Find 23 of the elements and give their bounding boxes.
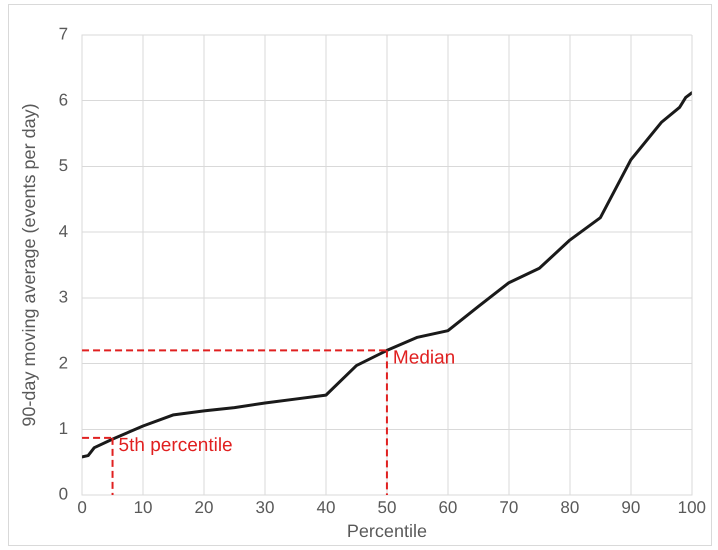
x-tick-label: 80 bbox=[560, 498, 580, 517]
x-tick-label: 30 bbox=[256, 498, 274, 517]
x-axis-title: Percentile bbox=[346, 521, 427, 542]
annotation: 5th percentile bbox=[118, 435, 233, 456]
y-tick-label: 1 bbox=[58, 418, 68, 438]
y-tick-label: 4 bbox=[58, 222, 68, 241]
x-tick-label: 70 bbox=[499, 498, 518, 517]
y-axis-title: 90-day moving average (events per day) bbox=[18, 103, 39, 427]
x-tick-label: 0 bbox=[77, 498, 87, 517]
y-tick-label: 5 bbox=[58, 156, 68, 176]
y-tick-label: 2 bbox=[58, 353, 68, 372]
x-tick-label: 60 bbox=[438, 498, 458, 517]
y-tick-label: 0 bbox=[58, 484, 68, 504]
y-tick-label: 6 bbox=[58, 90, 68, 110]
annotation: Median bbox=[392, 348, 456, 369]
x-tick-label: 90 bbox=[621, 498, 640, 517]
y-tick-label: 3 bbox=[58, 288, 68, 307]
x-tick-label: 40 bbox=[316, 498, 336, 517]
x-tick-label: 100 bbox=[678, 498, 706, 517]
y-tick-label: 7 bbox=[58, 24, 68, 44]
x-tick-label: 20 bbox=[194, 498, 214, 517]
x-tick-label: 10 bbox=[134, 498, 152, 517]
x-tick-label: 50 bbox=[377, 498, 396, 517]
